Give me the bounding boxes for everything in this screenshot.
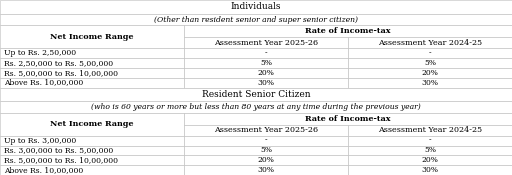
Text: Individuals: Individuals bbox=[231, 2, 281, 11]
Bar bbox=[184, 48, 348, 58]
Bar bbox=[0, 165, 184, 175]
Text: 30%: 30% bbox=[421, 166, 439, 174]
Bar bbox=[184, 124, 348, 136]
Text: 20%: 20% bbox=[422, 69, 438, 77]
Text: Up to Rs. 3,00,000: Up to Rs. 3,00,000 bbox=[4, 137, 76, 145]
Bar bbox=[184, 155, 348, 165]
Text: -: - bbox=[429, 137, 432, 145]
Bar bbox=[0, 25, 184, 48]
Text: Assessment Year 2024-25: Assessment Year 2024-25 bbox=[378, 126, 482, 134]
Bar bbox=[348, 68, 512, 78]
Text: 20%: 20% bbox=[422, 156, 438, 164]
Bar bbox=[0, 0, 512, 14]
Text: Rate of Income-tax: Rate of Income-tax bbox=[306, 27, 391, 35]
Bar bbox=[184, 136, 348, 146]
Bar bbox=[0, 101, 512, 113]
Bar bbox=[0, 113, 184, 136]
Bar bbox=[184, 165, 348, 175]
Text: Assessment Year 2025-26: Assessment Year 2025-26 bbox=[214, 39, 318, 47]
Text: Rs. 5,00,000 to Rs. 10,00,000: Rs. 5,00,000 to Rs. 10,00,000 bbox=[4, 156, 118, 164]
Text: -: - bbox=[265, 49, 268, 57]
Bar bbox=[184, 68, 348, 78]
Bar bbox=[184, 37, 348, 48]
Bar bbox=[184, 113, 512, 124]
Bar bbox=[0, 68, 184, 78]
Text: Above Rs. 10,00,000: Above Rs. 10,00,000 bbox=[4, 166, 83, 174]
Bar bbox=[348, 165, 512, 175]
Bar bbox=[184, 25, 512, 37]
Text: 30%: 30% bbox=[421, 79, 439, 87]
Text: 30%: 30% bbox=[258, 79, 275, 87]
Bar bbox=[184, 78, 348, 88]
Bar bbox=[348, 146, 512, 155]
Text: (Other than resident senior and super senior citizen): (Other than resident senior and super se… bbox=[154, 16, 358, 23]
Bar bbox=[184, 146, 348, 155]
Bar bbox=[0, 136, 184, 146]
Text: Up to Rs. 2,50,000: Up to Rs. 2,50,000 bbox=[4, 49, 76, 57]
Bar bbox=[348, 136, 512, 146]
Text: 20%: 20% bbox=[258, 156, 274, 164]
Bar bbox=[348, 37, 512, 48]
Bar bbox=[0, 146, 184, 155]
Text: Rs. 5,00,000 to Rs. 10,00,000: Rs. 5,00,000 to Rs. 10,00,000 bbox=[4, 69, 118, 77]
Text: 20%: 20% bbox=[258, 69, 274, 77]
Text: Assessment Year 2025-26: Assessment Year 2025-26 bbox=[214, 126, 318, 134]
Text: 5%: 5% bbox=[424, 59, 436, 67]
Bar bbox=[348, 124, 512, 136]
Text: Rs. 3,00,000 to Rs. 5,00,000: Rs. 3,00,000 to Rs. 5,00,000 bbox=[4, 146, 113, 155]
Bar bbox=[348, 48, 512, 58]
Text: 5%: 5% bbox=[260, 59, 272, 67]
Bar bbox=[0, 155, 184, 165]
Text: 5%: 5% bbox=[424, 146, 436, 155]
Text: Assessment Year 2024-25: Assessment Year 2024-25 bbox=[378, 39, 482, 47]
Text: Rate of Income-tax: Rate of Income-tax bbox=[306, 115, 391, 122]
Text: 5%: 5% bbox=[260, 146, 272, 155]
Bar bbox=[0, 78, 184, 88]
Bar bbox=[348, 58, 512, 68]
Bar bbox=[0, 14, 512, 25]
Bar bbox=[0, 48, 184, 58]
Text: -: - bbox=[429, 49, 432, 57]
Text: Rs. 2,50,000 to Rs. 5,00,000: Rs. 2,50,000 to Rs. 5,00,000 bbox=[4, 59, 113, 67]
Bar bbox=[348, 78, 512, 88]
Bar bbox=[184, 58, 348, 68]
Text: Resident Senior Citizen: Resident Senior Citizen bbox=[202, 90, 310, 99]
Text: Above Rs. 10,00,000: Above Rs. 10,00,000 bbox=[4, 79, 83, 87]
Text: (who is 60 years or more but less than 80 years at any time during the previous : (who is 60 years or more but less than 8… bbox=[91, 103, 421, 111]
Text: 30%: 30% bbox=[258, 166, 275, 174]
Text: Net Income Range: Net Income Range bbox=[50, 33, 134, 41]
Bar bbox=[0, 58, 184, 68]
Text: Net Income Range: Net Income Range bbox=[50, 120, 134, 128]
Bar bbox=[0, 88, 512, 101]
Text: -: - bbox=[265, 137, 268, 145]
Bar bbox=[348, 155, 512, 165]
